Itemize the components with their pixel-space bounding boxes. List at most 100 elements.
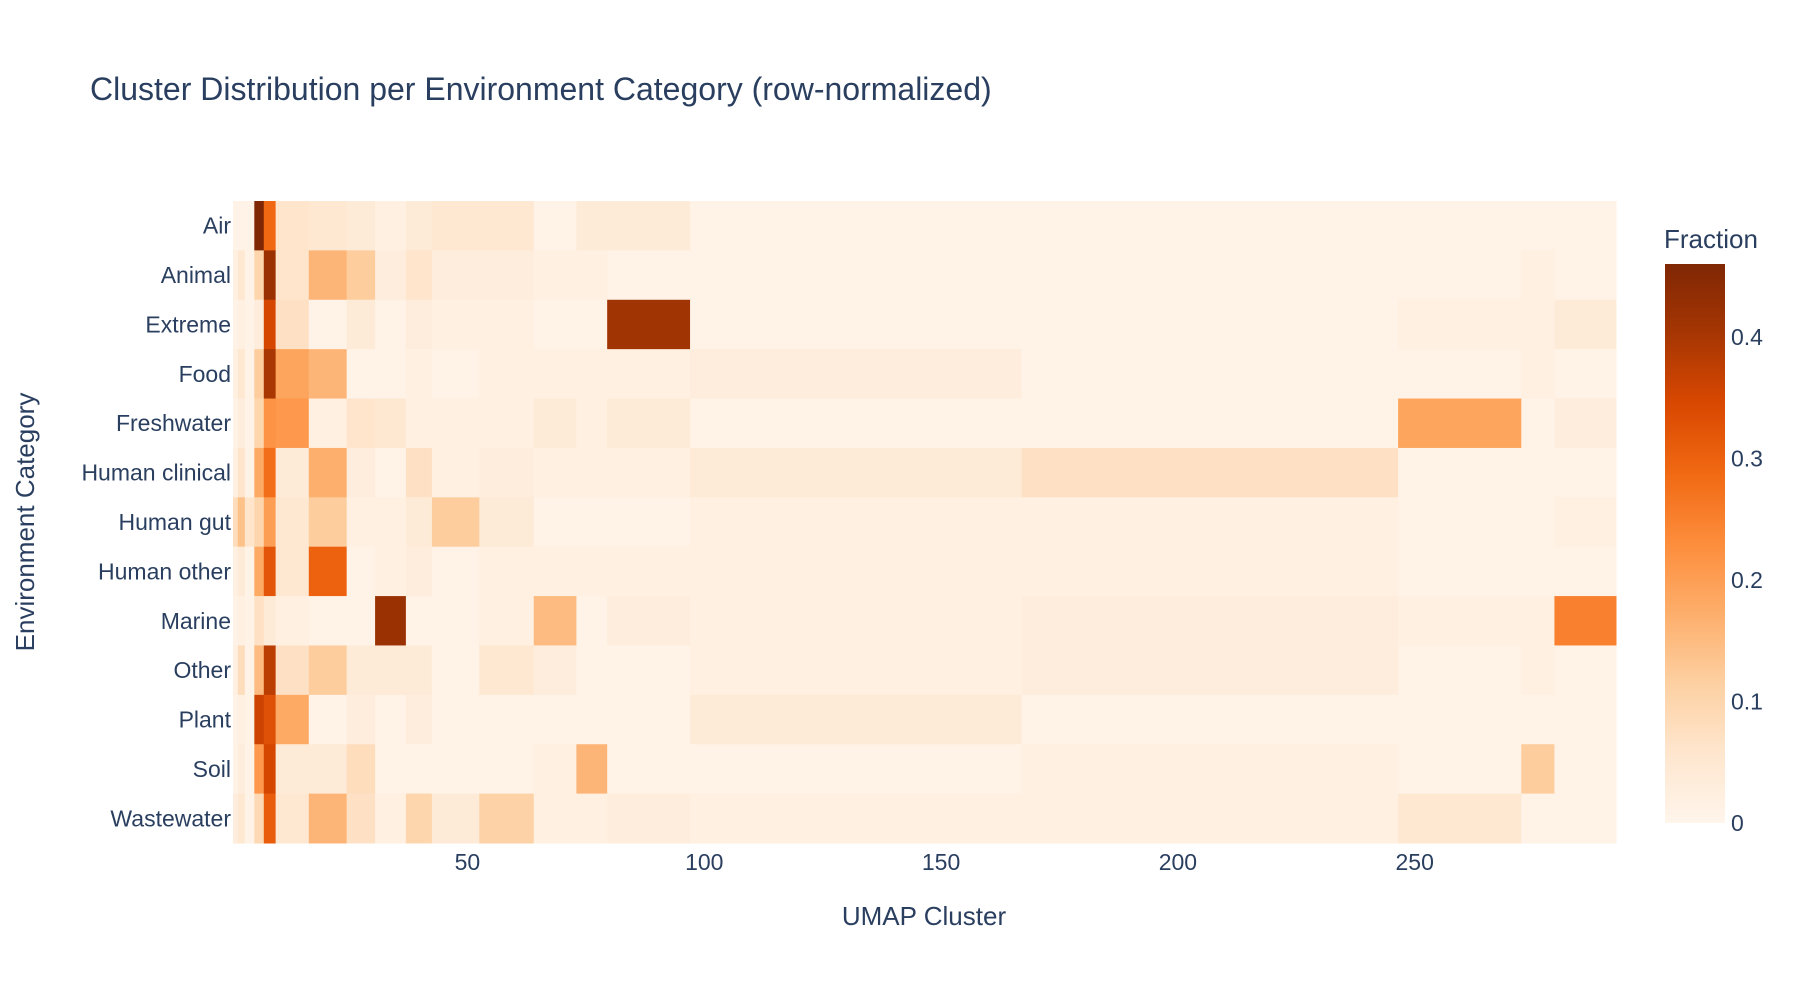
heatmap-cell xyxy=(254,201,265,251)
heatmap-cell xyxy=(275,497,310,548)
heatmap-cell xyxy=(244,546,255,597)
heatmap-cell xyxy=(479,744,535,795)
heatmap-cell xyxy=(1398,299,1522,350)
heatmap-cell xyxy=(690,793,1023,844)
heatmap-cell xyxy=(1021,694,1399,745)
heatmap-cell xyxy=(479,694,535,745)
heatmap-cell xyxy=(1521,546,1555,597)
colorbar-tick-label: 0.2 xyxy=(1731,567,1763,593)
heatmap-cell xyxy=(1021,349,1399,400)
heatmap-cell xyxy=(690,398,1023,449)
heatmap-cell xyxy=(1021,250,1399,301)
heatmap-cell xyxy=(405,694,433,745)
heatmap-cell xyxy=(1554,546,1617,597)
heatmap-cell xyxy=(237,645,246,696)
heatmap-cell xyxy=(533,793,577,844)
heatmap-cell xyxy=(375,250,407,301)
heatmap-cell xyxy=(405,398,433,449)
heatmap-cell xyxy=(375,201,407,251)
heatmap-cell xyxy=(576,250,608,301)
heatmap-cell xyxy=(308,596,348,646)
heatmap-cell xyxy=(346,349,376,400)
heatmap-cell xyxy=(1398,398,1522,449)
heatmap-cell xyxy=(690,645,1023,696)
heatmap-cell xyxy=(576,793,608,844)
heatmap-cell xyxy=(690,250,1023,301)
heatmap-cell xyxy=(1521,497,1555,548)
heatmap-cell xyxy=(375,447,407,498)
heatmap-cell xyxy=(1398,447,1522,498)
heatmap-cell xyxy=(308,497,348,548)
heatmap-cell xyxy=(1554,299,1617,350)
heatmap-cell xyxy=(1021,793,1399,844)
heatmap-cell xyxy=(375,645,407,696)
colorbar-tick-label: 0.4 xyxy=(1731,324,1763,350)
heatmap-cell xyxy=(405,546,433,597)
heatmap-cell xyxy=(607,447,691,498)
heatmap-cell xyxy=(1521,793,1555,844)
y-tick-label: Freshwater xyxy=(116,410,231,436)
heatmap-cell xyxy=(690,447,1023,498)
heatmap-cell xyxy=(275,744,310,795)
heatmap-cell xyxy=(690,546,1023,597)
heatmap-cell xyxy=(308,349,348,400)
heatmap-cell xyxy=(1398,694,1522,745)
heatmap-cell xyxy=(254,694,265,745)
heatmap-cell xyxy=(244,201,255,251)
colorbar xyxy=(1665,264,1725,823)
heatmap-cell xyxy=(263,694,277,745)
heatmap-cell xyxy=(576,645,608,696)
heatmap-cell xyxy=(533,201,577,251)
heatmap-cell xyxy=(237,596,246,646)
heatmap-cell xyxy=(346,793,376,844)
y-tick-label: Animal xyxy=(161,262,231,288)
heatmap-cell xyxy=(254,299,265,350)
heatmap-cell xyxy=(1521,398,1555,449)
x-tick-labels: 50 100 150 200 250 xyxy=(455,849,1434,875)
heatmap-cell xyxy=(1554,694,1617,745)
heatmap-cell xyxy=(308,201,348,251)
heatmap-cell xyxy=(237,744,246,795)
heatmap-cell xyxy=(405,744,433,795)
heatmap-cell xyxy=(346,497,376,548)
heatmap-cell xyxy=(1521,349,1555,400)
heatmap-cell xyxy=(375,349,407,400)
heatmap-cell xyxy=(405,645,433,696)
x-tick-label: 100 xyxy=(685,849,723,875)
heatmap-cell xyxy=(1521,744,1555,795)
heatmap-cell xyxy=(533,250,577,301)
heatmap-cell xyxy=(607,349,691,400)
heatmap-cell xyxy=(607,744,691,795)
heatmap-cell xyxy=(1021,596,1399,646)
heatmap-cell xyxy=(263,546,277,597)
heatmap-cell xyxy=(237,447,246,498)
heatmap-cell xyxy=(237,201,246,251)
y-tick-label: Marine xyxy=(161,608,231,634)
heatmap-cell xyxy=(576,596,608,646)
y-tick-label: Wastewater xyxy=(110,805,231,831)
heatmap-cell xyxy=(244,398,255,449)
y-tick-labels: Air Animal Extreme Food Freshwater Human clin… xyxy=(81,213,231,832)
heatmap-cell xyxy=(1398,596,1522,646)
heatmap-cell xyxy=(275,596,310,646)
heatmap-cell xyxy=(576,447,608,498)
heatmap-cell xyxy=(405,596,433,646)
heatmap-cell xyxy=(479,793,535,844)
x-tick-label: 150 xyxy=(922,849,960,875)
heatmap-cell xyxy=(263,447,277,498)
heatmap-cell xyxy=(375,398,407,449)
heatmap-cell xyxy=(1554,250,1617,301)
heatmap-cell xyxy=(275,299,310,350)
heatmap-cell xyxy=(233,546,239,597)
heatmap-cell xyxy=(479,497,535,548)
heatmap-cell xyxy=(1398,645,1522,696)
heatmap-cell xyxy=(375,596,407,646)
heatmap-cell xyxy=(237,250,246,301)
heatmap-cell xyxy=(533,694,577,745)
heatmap-cell xyxy=(479,447,535,498)
heatmap-cell xyxy=(1021,497,1399,548)
heatmap-cell xyxy=(607,596,691,646)
heatmap-cell xyxy=(690,694,1023,745)
heatmap-cell xyxy=(431,299,480,350)
